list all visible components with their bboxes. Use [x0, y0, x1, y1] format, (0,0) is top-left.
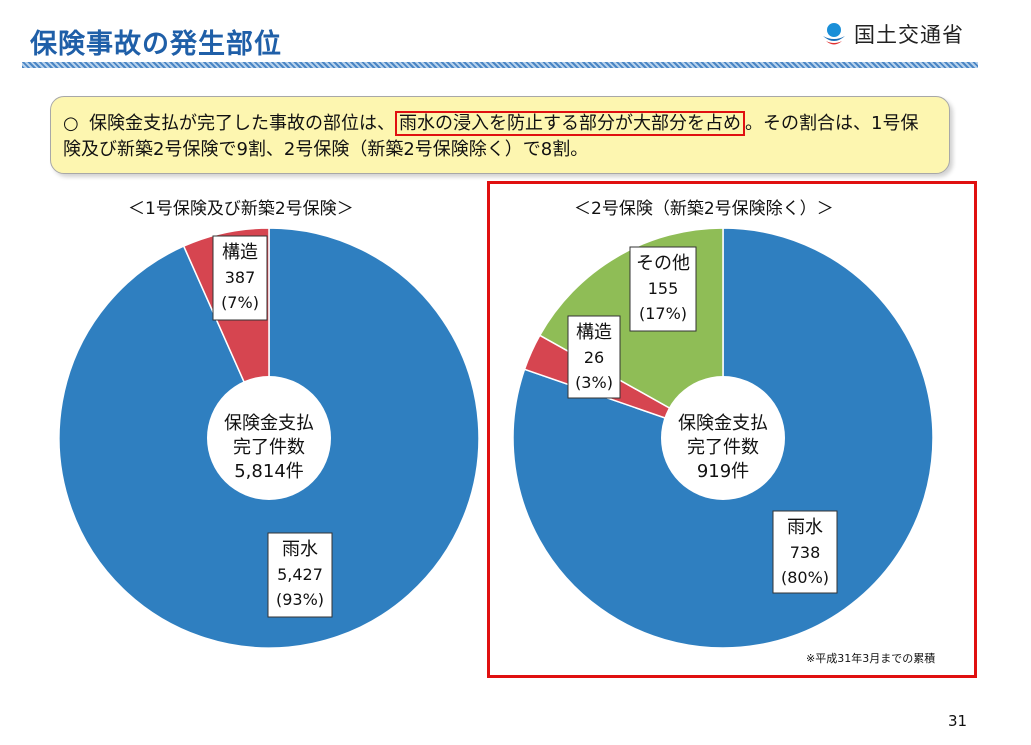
pie-2-label-構造: 構造 26 (3%) — [567, 315, 621, 399]
pie-2-label-その他-line-2: (17%) — [639, 304, 687, 323]
pie-1-center-hole — [207, 376, 331, 500]
summary-highlight: 雨水の浸入を防止する部分が大部分を占め — [395, 111, 745, 136]
pie-2-label-box-構造 — [567, 315, 621, 399]
pie-2-label-box-雨水 — [772, 510, 838, 594]
footnote: ※平成31年3月までの累積 — [806, 652, 936, 665]
logo-text: 国土交通省 — [854, 23, 964, 47]
pie-2-center-hole — [661, 376, 785, 500]
chart-1-title: ＜1号保険及び新築2号保険＞ — [128, 199, 354, 219]
pie-2-label-雨水-line-1: 738 — [790, 543, 821, 562]
highlight-frame — [487, 181, 977, 678]
pie-2-label-構造-line-1: 26 — [584, 348, 604, 367]
pie-2-label-box-その他 — [629, 246, 697, 332]
pie-1-center-label-1: 完了件数 — [233, 437, 305, 458]
pie-1-label-box-構造 — [212, 235, 268, 321]
ministry-logo: 国土交通省 — [820, 18, 964, 50]
pie-1-center-label-0: 保険金支払 — [224, 413, 314, 434]
pie-2-label-構造-line-0: 構造 — [576, 322, 612, 343]
pie-2-label-その他-line-0: その他 — [636, 253, 690, 274]
summary-box: ○ 保険金支払が完了した事故の部位は、 雨水の浸入を防止する部分が大部分を占め 。その… — [50, 96, 950, 174]
pie-2-label-雨水: 雨水 738 (80%) — [772, 510, 838, 594]
summary-text: ○ 保険金支払が完了した事故の部位は、 雨水の浸入を防止する部分が大部分を占め 。その… — [63, 111, 933, 163]
pie-1-label-雨水-line-2: (93%) — [276, 590, 324, 609]
summary-text-after: 。その割合は、1号保険及び新築2号保険で9割、2号保険（新築2号保険除く）で8割… — [63, 113, 919, 160]
pie-1-label-構造-line-2: (7%) — [221, 293, 259, 312]
summary-text-before: 保険金支払が完了した事故の部位は、 — [89, 113, 395, 134]
pie-1-label-構造: 構造 387 (7%) — [212, 235, 268, 321]
pie-2-label-その他-line-1: 155 — [648, 279, 679, 298]
pie-2-label-雨水-line-0: 雨水 — [787, 517, 823, 538]
chart-2-title: ＜2号保険（新築2号保険除く）＞ — [574, 199, 834, 219]
pie-1-label-雨水-line-1: 5,427 — [277, 565, 323, 584]
pie-1-label-構造-line-1: 387 — [225, 268, 256, 287]
pie-1-label-雨水-line-0: 雨水 — [282, 539, 318, 560]
pie-1-label-雨水: 雨水 5,427 (93%) — [267, 532, 333, 618]
title-underline — [22, 62, 978, 68]
pie-2-label-その他: その他 155 (17%) — [629, 246, 697, 332]
pie-2-center-label-0: 保険金支払 — [678, 413, 768, 434]
pie-2-label-構造-line-2: (3%) — [575, 373, 613, 392]
pie-1-label-box-雨水 — [267, 532, 333, 618]
pie-2-label-雨水-line-2: (80%) — [781, 568, 829, 587]
pie-2-center-label-1: 完了件数 — [687, 437, 759, 458]
page-number: 31 — [948, 712, 968, 730]
page-title: 保険事故の発生部位 — [30, 29, 282, 60]
mlit-logo-icon — [823, 23, 845, 45]
pie-2-center-label-2: 919件 — [697, 461, 749, 482]
pie-1-center-label-2: 5,814件 — [234, 461, 304, 482]
summary-bullet: ○ — [63, 113, 79, 134]
pie-1-label-構造-line-0: 構造 — [222, 242, 258, 263]
